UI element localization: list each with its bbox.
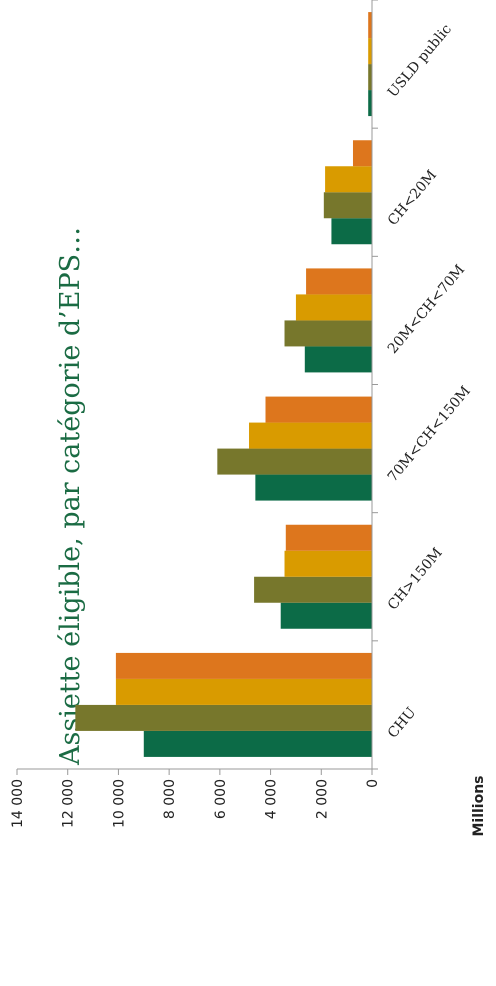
bar [285, 524, 372, 551]
bar [115, 678, 373, 705]
category-label: CHU [385, 704, 420, 741]
category-label: 20M<CH<70M [385, 262, 468, 357]
value-tick-label: 2 000 [314, 779, 330, 819]
bar [368, 38, 373, 65]
bar [331, 218, 372, 245]
rotated-chart-group: Assiette éligible, par catégorie d’EPS… … [10, 0, 487, 837]
value-tick-label: 0 [365, 779, 381, 788]
bar [280, 602, 373, 629]
category-label: 70M<CH<150M [385, 383, 474, 485]
bar [368, 90, 373, 117]
bars [75, 12, 373, 757]
category-axis: CHU CH>150M 70M<CH<150M 20M<CH<70M CH<20M USL… [371, 0, 474, 770]
bar [304, 346, 372, 373]
bar [217, 448, 372, 475]
bar [265, 396, 372, 423]
bar [75, 704, 372, 731]
chart-title: Assiette éligible, par catégorie d’EPS… [55, 227, 86, 766]
bar [115, 652, 373, 679]
bar [284, 550, 372, 577]
value-tick-label: 14 000 [10, 779, 26, 828]
bar [295, 294, 372, 321]
bar [143, 730, 372, 757]
value-tick-label: 12 000 [61, 779, 77, 828]
value-tick-label: 8 000 [162, 779, 178, 819]
bar [323, 192, 373, 219]
bar [255, 474, 373, 501]
category-label: CH>150M [385, 545, 446, 613]
value-tick-label: 4 000 [264, 779, 280, 819]
value-tick-label: 10 000 [111, 779, 127, 828]
bar [325, 166, 373, 193]
bar [352, 140, 373, 167]
bar [306, 268, 373, 295]
value-axis: 0 2 000 4 000 6 000 8 000 10 000 12 000 14 000 [10, 768, 381, 828]
bar [284, 320, 372, 347]
category-label: CH<20M [385, 167, 440, 228]
bar [368, 64, 373, 91]
bar [249, 422, 372, 449]
value-tick-label: 6 000 [213, 779, 229, 819]
category-label: USLD public [385, 21, 455, 100]
value-axis-label: Millions [471, 775, 487, 836]
bar [368, 12, 373, 39]
bar [254, 576, 372, 603]
